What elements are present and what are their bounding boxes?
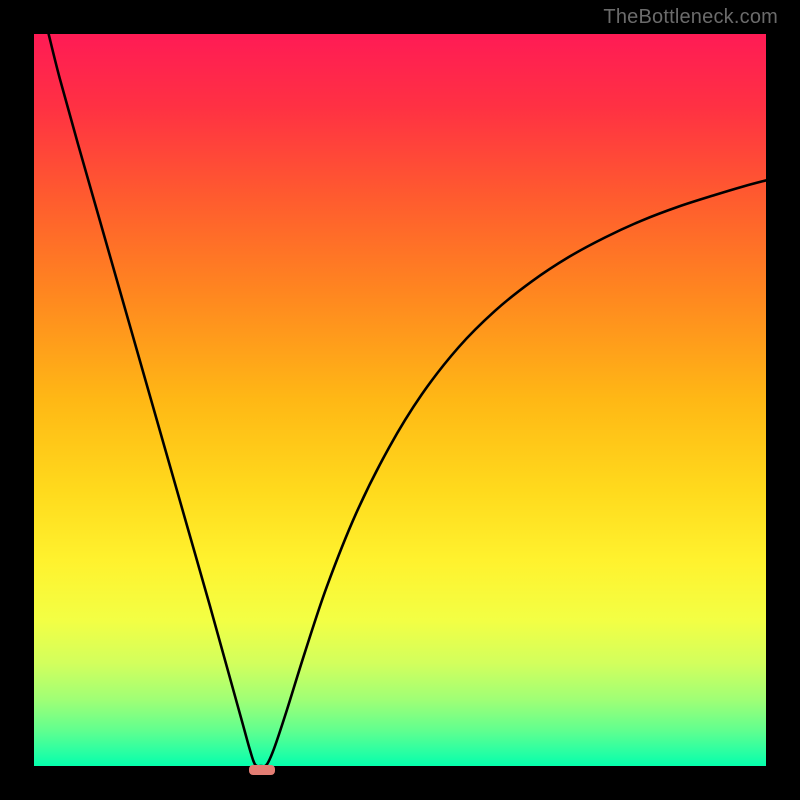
plot-area bbox=[32, 32, 768, 768]
minimum-marker bbox=[249, 765, 275, 775]
bottleneck-curve bbox=[49, 34, 766, 766]
chart-container: TheBottleneck.com bbox=[0, 0, 800, 800]
watermark-text: TheBottleneck.com bbox=[603, 6, 778, 29]
curve-layer bbox=[34, 34, 766, 766]
